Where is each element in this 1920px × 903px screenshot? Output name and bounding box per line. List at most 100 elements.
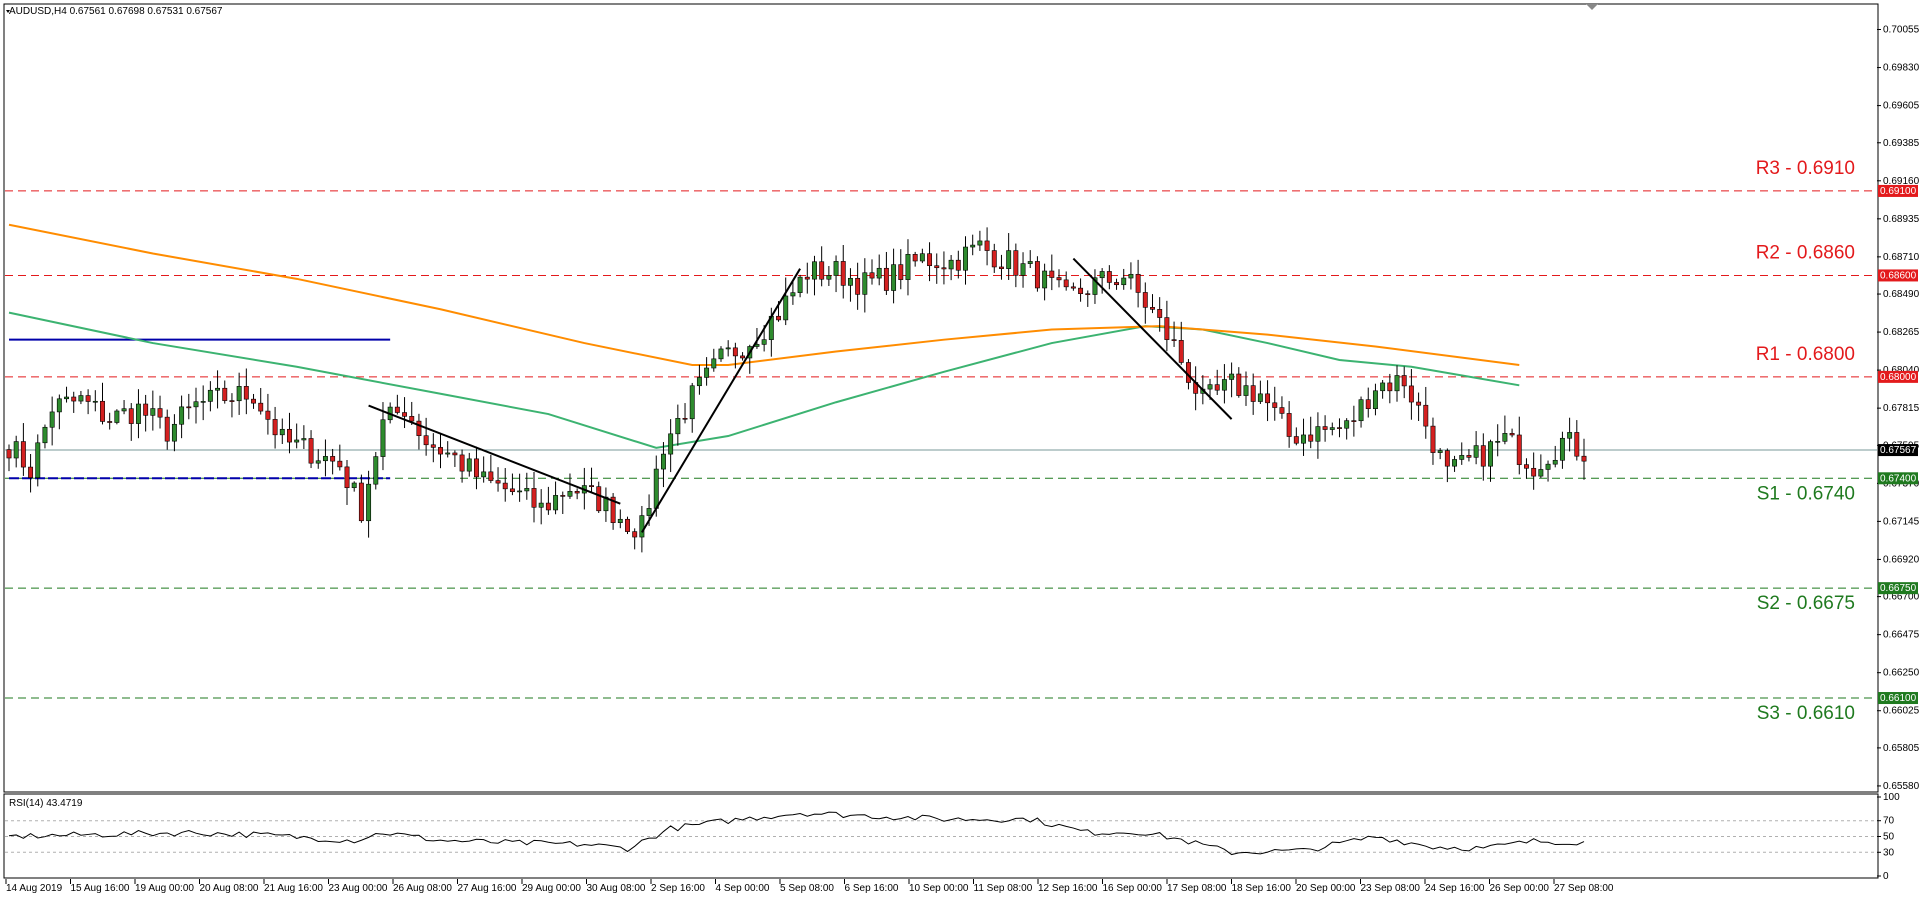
- candle-body: [474, 458, 479, 478]
- level-tags: 0.69100 0.68600 0.68000 0.67400 0.66750 0.661…: [1878, 184, 1918, 705]
- time-tick-label: 30 Aug 08:00: [587, 883, 646, 894]
- candle-body: [1301, 434, 1306, 444]
- level-tag-box: [1878, 370, 1918, 383]
- price-tick-label: 0.67815: [1883, 403, 1920, 414]
- level-label: S3 - 0.6610: [1757, 703, 1855, 724]
- candle-body: [1408, 385, 1414, 403]
- candle-body: [1329, 427, 1335, 430]
- candle-body: [517, 490, 523, 493]
- candle-body: [927, 253, 933, 267]
- time-axis: 14 Aug 2019 15 Aug 16:00 19 Aug 00:00 20 Au…: [5, 879, 1614, 894]
- candle-body: [1121, 277, 1127, 286]
- candle-body: [1516, 434, 1522, 465]
- candle-body: [1243, 385, 1249, 396]
- candle-body: [171, 423, 177, 442]
- candle-body: [632, 531, 638, 538]
- candle-body: [1265, 393, 1271, 404]
- candle-body: [85, 395, 91, 402]
- candle-body: [567, 491, 573, 497]
- candle-body: [963, 246, 968, 271]
- candle-body: [589, 485, 594, 487]
- price-tick-label: 0.66920: [1883, 554, 1920, 565]
- candle-body: [164, 416, 170, 442]
- candle-body: [1473, 445, 1479, 458]
- candle-body: [1006, 250, 1012, 269]
- candle-body: [445, 452, 451, 455]
- candle-body: [1480, 445, 1486, 467]
- candle-body: [797, 276, 803, 293]
- level-label: R3 - 0.6910: [1756, 158, 1855, 179]
- candle-body: [840, 261, 846, 286]
- candle-body: [279, 428, 285, 436]
- candle-body: [430, 444, 436, 448]
- rsi-tick-label: 30: [1883, 847, 1895, 858]
- candle-body: [1538, 469, 1544, 477]
- candle-body: [1401, 375, 1407, 387]
- level-label: R2 - 0.6860: [1756, 242, 1855, 263]
- candle-body: [847, 277, 853, 286]
- candle-body: [1509, 433, 1515, 436]
- current-price-tag-box: [1878, 444, 1918, 457]
- candle-body: [991, 250, 997, 268]
- time-tick-label: 29 Aug 00:00: [522, 883, 581, 894]
- price-tick-label: 0.68710: [1883, 252, 1920, 263]
- level-tag-text: 0.68600: [1880, 270, 1917, 281]
- candle-body: [970, 244, 976, 248]
- candle-body: [78, 395, 84, 402]
- time-tick-label: 20 Sep 00:00: [1296, 883, 1356, 894]
- candle-body: [639, 515, 645, 538]
- time-tick-label: 27 Aug 16:00: [458, 883, 517, 894]
- time-tick-label: 23 Aug 00:00: [329, 883, 388, 894]
- level-tag-box: [1878, 184, 1918, 197]
- candle-body: [344, 466, 350, 489]
- candle-body: [1372, 390, 1378, 410]
- candle-body: [1078, 287, 1084, 294]
- symbol-header: AUDUSD,H4 0.67561 0.67698 0.67531 0.6756…: [9, 6, 223, 17]
- candle-body: [682, 418, 688, 420]
- candle-body: [1128, 273, 1134, 279]
- level-label: S2 - 0.6675: [1757, 593, 1855, 614]
- candle-body: [251, 398, 256, 404]
- rsi-tick-label: 70: [1883, 816, 1895, 827]
- candle-body: [28, 466, 34, 478]
- candle-body: [121, 408, 127, 412]
- candle-body: [919, 253, 925, 262]
- candle-body: [1488, 441, 1493, 467]
- candle-body: [1150, 307, 1155, 310]
- candle-body: [1365, 399, 1371, 410]
- candle-body: [200, 401, 206, 403]
- level-tag-text: 0.69100: [1880, 186, 1917, 197]
- time-tick-label: 2 Sep 16:00: [651, 883, 705, 894]
- ma-slow-line: [8, 223, 1520, 367]
- candle-body: [653, 468, 659, 509]
- candle-body: [646, 508, 652, 516]
- candle-body: [1351, 420, 1357, 422]
- candle-body: [1423, 404, 1429, 427]
- candle-body: [394, 406, 400, 413]
- candle-body: [366, 483, 372, 522]
- time-tick-label: 12 Sep 16:00: [1038, 883, 1098, 894]
- candle-body: [819, 261, 825, 280]
- moving-averages: [8, 223, 1520, 449]
- candle-body: [1394, 375, 1400, 392]
- candle-body: [531, 488, 537, 508]
- candle-body: [49, 411, 55, 428]
- candle-body: [545, 502, 551, 511]
- candle-body: [883, 267, 889, 291]
- main-pane: [3, 3, 1879, 793]
- candle-body: [243, 386, 249, 400]
- scroll-marker-icon[interactable]: [1586, 4, 1598, 10]
- price-tick-label: 0.68935: [1883, 214, 1920, 225]
- candle-body: [100, 400, 105, 422]
- candle-body: [553, 495, 559, 511]
- ma-fast-line: [8, 311, 1520, 449]
- header-triangle-icon[interactable]: [6, 10, 10, 13]
- candle-body: [402, 412, 408, 417]
- candle-body: [1552, 459, 1558, 465]
- candle-body: [1344, 420, 1350, 429]
- candle-body: [804, 276, 810, 280]
- time-tick-label: 23 Sep 08:00: [1361, 883, 1421, 894]
- candle-body: [1315, 426, 1321, 442]
- price-tick-label: 0.69385: [1883, 138, 1920, 149]
